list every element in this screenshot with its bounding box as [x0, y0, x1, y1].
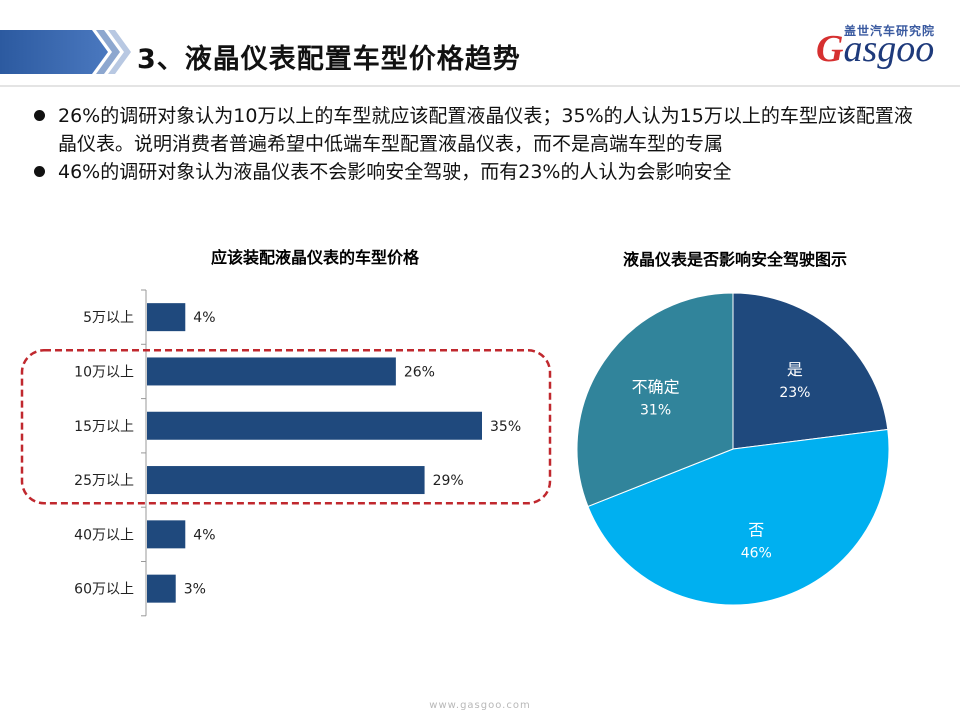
header-chevron-1	[96, 30, 120, 74]
bar-value-label: 4%	[193, 310, 215, 326]
pie-slice-label: 否	[748, 521, 764, 540]
page-title: 3、液晶仪表配置车型价格趋势	[137, 44, 521, 75]
bullet-dot-icon	[34, 110, 45, 121]
brand-wordmark-g: G	[816, 28, 844, 70]
bullet-item: 26%的调研对象认为10万以上的车型就应该配置液晶仪表；35%的人认为15万以上…	[34, 102, 914, 158]
bar-category-label: 10万以上	[74, 364, 134, 380]
footer-url: www.gasgoo.com	[429, 700, 531, 711]
bar-15万以上	[147, 411, 482, 440]
bullet-list: 26%的调研对象认为10万以上的车型就应该配置液晶仪表；35%的人认为15万以上…	[34, 102, 914, 186]
pie-slice-label: 是	[787, 360, 803, 379]
slide-header: 3、液晶仪表配置车型价格趋势 盖世汽车研究院 Gasgoo	[0, 0, 960, 88]
pie-value-label: 46%	[741, 546, 772, 562]
header-chevron-2	[108, 30, 131, 74]
bar-10万以上	[147, 357, 396, 386]
pie-slice-label: 不确定	[632, 377, 680, 396]
bar-value-label: 26%	[404, 364, 435, 380]
bar-value-label: 29%	[433, 473, 464, 489]
bar-category-label: 60万以上	[74, 582, 134, 598]
pie-slice-是	[732, 292, 889, 450]
highlight-box	[20, 349, 552, 505]
bar-category-label: 25万以上	[74, 473, 134, 489]
bar-chart-title: 应该装配液晶仪表的车型价格	[210, 248, 419, 267]
bullet-text: 46%的调研对象认为液晶仪表不会影响安全驾驶，而有23%的人认为会影响安全	[58, 161, 732, 183]
bar-40万以上	[147, 520, 186, 549]
pie-slice-否	[587, 428, 890, 606]
bullet-dot-icon	[34, 166, 45, 177]
pie-value-label: 31%	[640, 402, 671, 418]
bar-category-label: 15万以上	[74, 419, 134, 435]
bullet-item: 46%的调研对象认为液晶仪表不会影响安全驾驶，而有23%的人认为会影响安全	[34, 158, 914, 186]
bar-category-label: 5万以上	[83, 310, 134, 326]
bar-value-label: 4%	[193, 527, 215, 543]
bar-60万以上	[147, 574, 176, 603]
bar-value-label: 3%	[184, 582, 206, 598]
pie-slice-不确定	[576, 292, 734, 508]
header-decoration	[0, 30, 960, 87]
bar-25万以上	[147, 466, 425, 495]
brand-logo: 盖世汽车研究院 Gasgoo	[800, 22, 950, 82]
pie-value-label: 23%	[779, 385, 810, 401]
brand-wordmark: Gasgoo	[816, 30, 934, 68]
header-bar-shape	[0, 30, 108, 74]
brand-wordmark-rest: asgoo	[843, 28, 935, 70]
bar-5万以上	[147, 303, 186, 332]
bullet-text: 26%的调研对象认为10万以上的车型就应该配置液晶仪表；35%的人认为15万以上…	[58, 105, 913, 155]
bar-category-label: 40万以上	[74, 527, 134, 543]
pie-chart-title: 液晶仪表是否影响安全驾驶图示	[622, 250, 847, 269]
brand-name-cn: 盖世汽车研究院	[844, 24, 936, 38]
bar-value-label: 35%	[490, 419, 521, 435]
